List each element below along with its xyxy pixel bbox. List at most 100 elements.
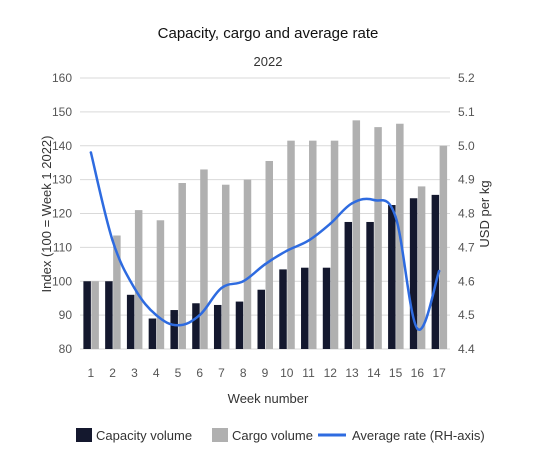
cargo-volume-bar [156, 220, 165, 349]
average-rate-point [89, 151, 93, 154]
y-left-tick-label: 150 [52, 105, 72, 119]
x-tick-label: 6 [196, 366, 203, 380]
average-rate-point [394, 215, 397, 219]
legend-swatch-cargo [212, 428, 228, 442]
x-tick-label: 3 [131, 366, 138, 380]
capacity-volume-bar [235, 301, 244, 349]
average-rate-point [220, 286, 223, 290]
x-tick-label: 14 [367, 366, 381, 380]
legend-label-rate: Average rate (RH-axis) [352, 428, 485, 443]
y-left-tick-label: 80 [59, 342, 73, 356]
y-left-tick-label: 120 [52, 207, 72, 221]
y-right-tick-label: 4.6 [458, 274, 475, 288]
capacity-volume-bar [366, 221, 374, 349]
average-rate-point [307, 239, 310, 242]
cargo-volume-bar [178, 183, 186, 349]
y-right-tick-label: 5.0 [458, 139, 475, 153]
left-axis-ticks: 80 90 100 110 120 130 140 150 160 [52, 71, 72, 356]
y-left-tick-label: 110 [53, 240, 72, 254]
rate-line [89, 151, 441, 331]
average-rate-point [416, 327, 419, 330]
capacity-volume-bar [126, 294, 135, 349]
x-tick-label: 10 [280, 366, 294, 380]
capacity-volume-bar [279, 269, 287, 349]
cargo-volume-bar [439, 145, 448, 349]
average-rate-point [176, 324, 180, 327]
x-tick-label: 11 [302, 366, 315, 380]
x-tick-label: 9 [262, 366, 269, 380]
capacity-volume-bar [301, 267, 309, 349]
capacity-volume-bar [409, 198, 418, 349]
average-rate-point [198, 313, 201, 317]
cargo-volume-bar [200, 169, 208, 349]
cargo-volume-bar [374, 127, 382, 350]
capacity-volume-bar [344, 221, 353, 349]
cargo-volume-bar [134, 210, 143, 349]
bars [83, 120, 448, 350]
y-right-tick-label: 5.1 [458, 105, 475, 119]
x-tick-label: 13 [345, 366, 359, 380]
average-rate-point [285, 249, 288, 252]
legend-label-capacity: Capacity volume [96, 428, 192, 443]
x-tick-label: 12 [324, 366, 338, 380]
x-tick-label: 16 [411, 366, 425, 380]
average-rate-point [329, 222, 332, 225]
x-tick-label: 2 [109, 366, 116, 380]
capacity-volume-bar [148, 318, 157, 349]
y-right-tick-label: 5.2 [458, 71, 475, 85]
average-rate-point [372, 198, 376, 202]
y-right-tick-label: 4.7 [458, 240, 475, 254]
y-axis-right-label: USD per kg [477, 180, 492, 247]
x-axis-label: Week number [228, 391, 309, 406]
cargo-volume-bar [352, 120, 361, 349]
average-rate-point [111, 239, 114, 242]
average-rate-point [437, 269, 441, 273]
capacity-volume-bar [431, 194, 440, 349]
capacity-volume-bar [388, 205, 396, 349]
cargo-volume-bar [91, 281, 99, 349]
y-right-tick-label: 4.9 [458, 173, 475, 187]
cargo-volume-bar [287, 140, 295, 349]
chart-subtitle: 2022 [254, 54, 283, 69]
cargo-volume-bar [221, 184, 230, 349]
x-tick-label: 17 [432, 366, 446, 380]
right-axis-ticks: 4.4 4.5 4.6 4.7 4.8 4.9 5.0 5.1 5.2 [458, 71, 475, 356]
cargo-volume-bar [113, 235, 121, 349]
cargo-volume-bar [265, 160, 273, 349]
average-rate-point [242, 280, 245, 283]
y-right-tick-label: 4.5 [458, 308, 475, 322]
capacity-volume-bar [105, 281, 113, 349]
average-rate-point [263, 263, 267, 266]
y-left-tick-label: 140 [52, 139, 72, 153]
average-rate-point [133, 286, 136, 290]
y-left-tick-label: 130 [52, 173, 72, 187]
y-right-tick-label: 4.8 [458, 207, 475, 221]
x-tick-label: 1 [88, 366, 95, 380]
cargo-volume-bar [417, 186, 426, 349]
average-rate-point [154, 313, 158, 317]
x-tick-label: 15 [389, 366, 403, 380]
cargo-volume-bar [330, 140, 339, 349]
capacity-volume-bar [192, 303, 200, 349]
average-rate-point [350, 202, 354, 205]
legend-swatch-capacity [76, 428, 92, 442]
capacity-volume-bar [322, 267, 331, 349]
legend-label-cargo: Cargo volume [232, 428, 313, 443]
capacity-volume-bar [213, 304, 222, 349]
x-tick-label: 8 [240, 366, 247, 380]
x-tick-label: 7 [218, 366, 225, 380]
chart-title: Capacity, cargo and average rate [158, 25, 379, 42]
legend: Capacity volume Cargo volume Average rat… [76, 428, 485, 443]
y-right-tick-label: 4.4 [458, 342, 475, 356]
capacity-volume-bar [83, 281, 91, 349]
capacity-volume-bar [257, 289, 265, 349]
cargo-volume-bar [243, 179, 252, 349]
y-axis-left-label: Index (100 = Week 1 2022) [39, 136, 54, 293]
y-left-tick-label: 90 [59, 308, 73, 322]
cargo-volume-bar [309, 140, 317, 349]
x-axis-ticks: 1 2 3 4 5 6 7 8 9 10 11 12 13 14 15 16 17 [88, 366, 447, 380]
x-tick-label: 5 [175, 366, 182, 380]
capacity-volume-bar [170, 310, 178, 349]
